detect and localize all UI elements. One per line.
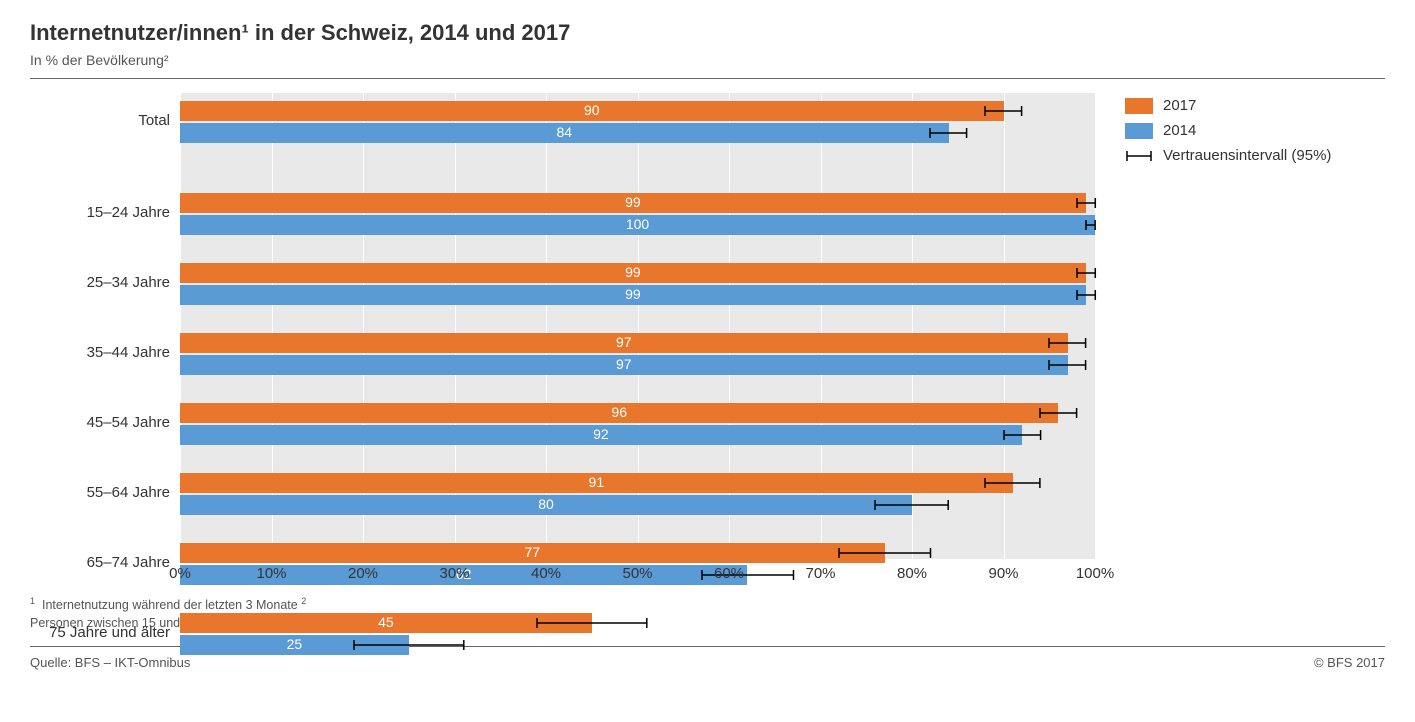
confidence-interval (1077, 193, 1095, 213)
bar-value: 92 (180, 426, 1022, 442)
confidence-interval (537, 613, 647, 633)
x-axis-labels: 0%10%20%30%40%50%60%70%80%90%100% (180, 561, 1095, 585)
ci-icon (1125, 148, 1153, 164)
footnote-1: Internetnutzung während der letzten 3 Mo… (42, 598, 298, 612)
bar-value: 45 (180, 614, 592, 630)
chart-column: Total 15–24 Jahre 25–34 Jahre 35–44 Jahre 45… (30, 93, 1095, 632)
x-tick: 50% (622, 565, 652, 582)
y-axis-labels: Total 15–24 Jahre 25–34 Jahre 35–44 Jahre 45… (30, 93, 180, 559)
bar: 92 (180, 425, 1022, 445)
bar-value: 100 (180, 216, 1095, 232)
bar-value: 99 (180, 286, 1086, 302)
chart-subtitle: In % der Bevölkerung² (30, 52, 1385, 68)
legend-item-ci: Vertrauensintervall (95%) (1125, 147, 1385, 164)
confidence-interval (354, 635, 464, 655)
bar: 96 (180, 403, 1058, 423)
x-axis: 0%10%20%30%40%50%60%70%80%90%100% (30, 561, 1095, 585)
x-tick: 0% (169, 565, 191, 582)
plot-area: 908499100999997979692918077624525 (180, 93, 1095, 559)
x-tick: 70% (805, 565, 835, 582)
x-tick: 10% (256, 565, 286, 582)
x-tick: 40% (531, 565, 561, 582)
x-tick: 90% (988, 565, 1018, 582)
confidence-interval (1040, 403, 1077, 423)
category-label: 45–54 Jahre (30, 414, 170, 431)
bar-value: 90 (180, 102, 1004, 118)
confidence-interval (1077, 263, 1095, 283)
x-tick: 60% (714, 565, 744, 582)
chart-title: Internetnutzer/innen¹ in der Schweiz, 20… (30, 20, 1385, 46)
x-tick: 100% (1076, 565, 1114, 582)
bar: 77 (180, 543, 885, 563)
bar-value: 77 (180, 544, 885, 560)
bar: 99 (180, 285, 1086, 305)
bar-value: 96 (180, 404, 1058, 420)
confidence-interval (1077, 285, 1095, 305)
bar: 90 (180, 101, 1004, 121)
confidence-interval (1049, 355, 1086, 375)
legend-label-2017: 2017 (1163, 97, 1196, 114)
bar-value: 97 (180, 334, 1068, 350)
copyright-label: © BFS 2017 (1314, 655, 1385, 670)
bar-value: 99 (180, 194, 1086, 210)
bar-value: 97 (180, 356, 1068, 372)
confidence-interval (1004, 425, 1041, 445)
confidence-interval (839, 543, 931, 563)
legend-item-2014: 2014 (1125, 122, 1385, 139)
bar-value: 91 (180, 474, 1013, 490)
legend-swatch-2014 (1125, 123, 1153, 139)
bar: 100 (180, 215, 1095, 235)
bar: 97 (180, 355, 1068, 375)
confidence-interval (930, 123, 967, 143)
category-label: 75 Jahre und älter (30, 624, 170, 641)
bar: 91 (180, 473, 1013, 493)
x-tick: 20% (348, 565, 378, 582)
legend-item-2017: 2017 (1125, 97, 1385, 114)
x-tick: 30% (439, 565, 469, 582)
bar: 99 (180, 193, 1086, 213)
bar: 45 (180, 613, 592, 633)
chart-wrap: Total 15–24 Jahre 25–34 Jahre 35–44 Jahre 45… (30, 93, 1095, 559)
bar: 99 (180, 263, 1086, 283)
bar: 80 (180, 495, 912, 515)
confidence-interval (875, 495, 948, 515)
category-label: 15–24 Jahre (30, 204, 170, 221)
category-label: Total (30, 112, 170, 129)
bar: 84 (180, 123, 949, 143)
bar: 97 (180, 333, 1068, 353)
footer-row: Quelle: BFS – IKT-Omnibus © BFS 2017 (30, 655, 1385, 670)
category-label: 25–34 Jahre (30, 274, 170, 291)
category-label: 65–74 Jahre (30, 554, 170, 571)
bar-value: 84 (180, 124, 949, 140)
confidence-interval (1086, 215, 1095, 235)
bars-container: 908499100999997979692918077624525 (180, 93, 1095, 559)
legend-swatch-2017 (1125, 98, 1153, 114)
divider-top (30, 78, 1385, 79)
bar-value: 80 (180, 496, 912, 512)
bar-value: 99 (180, 264, 1086, 280)
legend: 2017 2014 Vertrauensintervall (95%) (1125, 93, 1385, 632)
legend-label-2014: 2014 (1163, 122, 1196, 139)
confidence-interval (1049, 333, 1086, 353)
category-label: 35–44 Jahre (30, 344, 170, 361)
legend-label-ci: Vertrauensintervall (95%) (1163, 147, 1331, 164)
confidence-interval (985, 473, 1040, 493)
source-label: Quelle: BFS – IKT-Omnibus (30, 655, 190, 670)
confidence-interval (985, 101, 1022, 121)
main-row: Total 15–24 Jahre 25–34 Jahre 35–44 Jahre 45… (30, 93, 1385, 632)
category-label: 55–64 Jahre (30, 484, 170, 501)
x-tick: 80% (897, 565, 927, 582)
